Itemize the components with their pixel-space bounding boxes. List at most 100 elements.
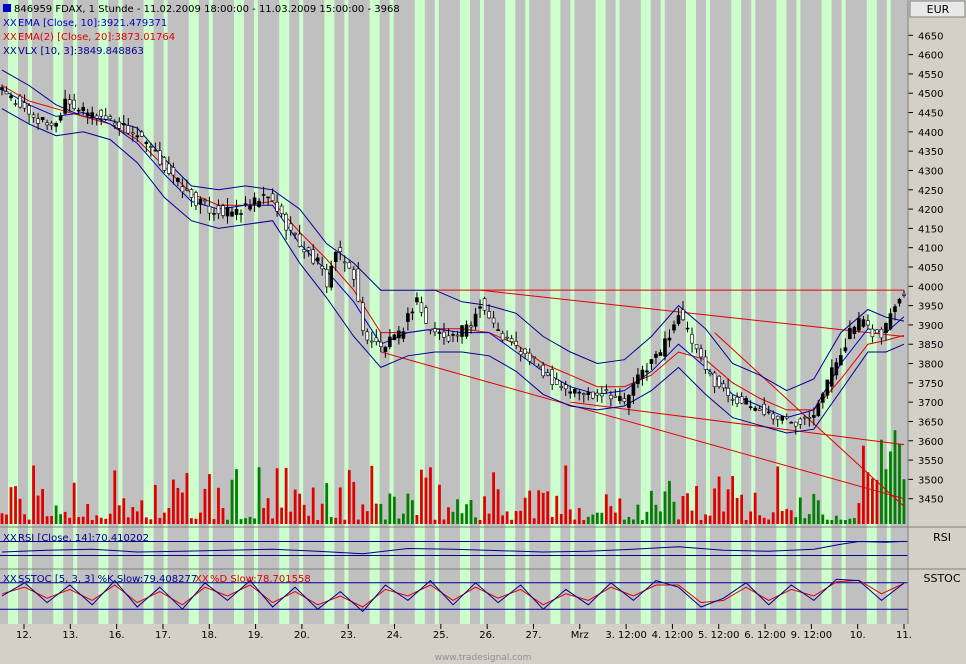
price-tick-label: 4650 — [918, 31, 943, 42]
price-bar-body — [433, 328, 437, 333]
price-bar-body — [739, 396, 744, 404]
price-bar-body — [9, 95, 13, 99]
price-bar-body — [18, 95, 22, 108]
session-stripe — [550, 0, 561, 624]
xx-icon: XX — [3, 533, 17, 544]
price-bar-body — [536, 365, 541, 369]
price-bar-body — [545, 372, 550, 376]
price-tick-label: 3650 — [918, 417, 943, 428]
price-bar-body — [541, 364, 546, 377]
volume-bar — [203, 488, 207, 524]
volume-bar — [153, 484, 157, 524]
volume-bar — [604, 494, 608, 524]
volume-bar — [374, 503, 378, 524]
price-bar-body — [351, 269, 356, 280]
price-bar-body — [726, 387, 730, 396]
price-bar-body — [288, 223, 293, 231]
price-bar-body — [451, 334, 455, 336]
volume-bar — [185, 473, 189, 524]
price-bar-body — [514, 341, 518, 346]
price-bar-body — [36, 118, 40, 124]
volume-bar — [785, 508, 789, 524]
price-tick-label: 4250 — [918, 186, 943, 197]
volume-bar — [514, 511, 518, 524]
volume-bar — [803, 518, 807, 524]
volume-bar — [568, 509, 572, 524]
volume-bar — [433, 519, 437, 524]
price-tick-label: 4100 — [918, 244, 943, 255]
legend-sstoc-d: %D Slow:78.701558 — [210, 574, 311, 585]
rsi-panel — [0, 540, 908, 556]
time-tick-label: 12. — [16, 630, 32, 641]
time-tick-label: 18. — [201, 630, 217, 641]
volume-bar — [699, 519, 703, 524]
xx-icon: XX — [3, 574, 17, 585]
volume-bar — [95, 515, 99, 524]
volume-bar — [871, 478, 874, 524]
session-stripe — [188, 0, 199, 624]
price-bar-body — [613, 395, 618, 398]
price-bar-body — [126, 125, 131, 134]
price-bar-body — [699, 348, 703, 358]
price-tick-label: 3700 — [918, 398, 943, 409]
price-bar-body — [523, 348, 527, 354]
price-bar-body — [185, 188, 189, 191]
volume-bar — [86, 503, 90, 524]
volume-bar — [744, 519, 748, 524]
price-bar-body — [315, 257, 320, 262]
session-stripe — [118, 0, 123, 624]
price-bar-body — [821, 393, 825, 403]
time-tick-label: 5. 12:00 — [698, 630, 740, 641]
volume-bar — [690, 510, 694, 524]
price-bar-body — [802, 416, 807, 419]
price-bar-body — [681, 309, 685, 321]
sstoc-panel — [0, 578, 908, 613]
time-tick-label: 11. — [896, 630, 912, 641]
volume-bar — [812, 493, 816, 524]
price-bar-body — [518, 351, 523, 355]
price-bar-body — [717, 375, 721, 387]
volume-bar — [248, 516, 252, 524]
price-bar-body — [550, 369, 555, 385]
price-tick-label: 4350 — [918, 147, 943, 158]
price-tick-label: 4050 — [918, 263, 943, 274]
price-bar-body — [234, 208, 239, 215]
price-bar-body — [379, 341, 383, 347]
volume-bar — [68, 517, 72, 524]
price-bar-body — [85, 112, 90, 116]
volume-bar — [465, 504, 468, 524]
price-bar-body — [455, 334, 460, 337]
volume-bar — [677, 519, 680, 524]
price-bar-body — [834, 362, 839, 376]
volume-bar — [99, 517, 103, 524]
price-bar-body — [40, 117, 45, 121]
price-bar-body — [45, 122, 49, 126]
price-bar-body — [811, 414, 816, 418]
price-tick-label: 4550 — [918, 70, 943, 81]
price-bar-body — [424, 307, 428, 324]
volume-bar — [492, 472, 495, 524]
session-stripe — [28, 0, 32, 624]
volume-bar — [663, 491, 667, 524]
price-tick-label: 4200 — [918, 205, 943, 216]
volume-bar — [866, 472, 870, 524]
volume-bar — [149, 519, 153, 524]
price-bar-body — [744, 398, 748, 405]
session-stripe — [841, 0, 846, 624]
volume-bar — [555, 495, 559, 524]
volume-bar — [627, 516, 631, 524]
volume-bar — [740, 494, 744, 524]
volume-bar — [383, 519, 387, 524]
volume-bar — [257, 467, 261, 524]
xx-icon: XX — [3, 18, 17, 29]
plot-background — [0, 0, 908, 624]
volume-bar — [483, 496, 486, 524]
volume-bar — [104, 518, 108, 524]
volume-bar — [595, 512, 599, 524]
price-tick-label: 4500 — [918, 89, 943, 100]
price-bar-body — [239, 213, 243, 215]
session-stripe — [208, 0, 213, 624]
price-bar-body — [342, 261, 347, 264]
price-bar-body — [320, 265, 325, 270]
volume-bar — [307, 515, 311, 524]
